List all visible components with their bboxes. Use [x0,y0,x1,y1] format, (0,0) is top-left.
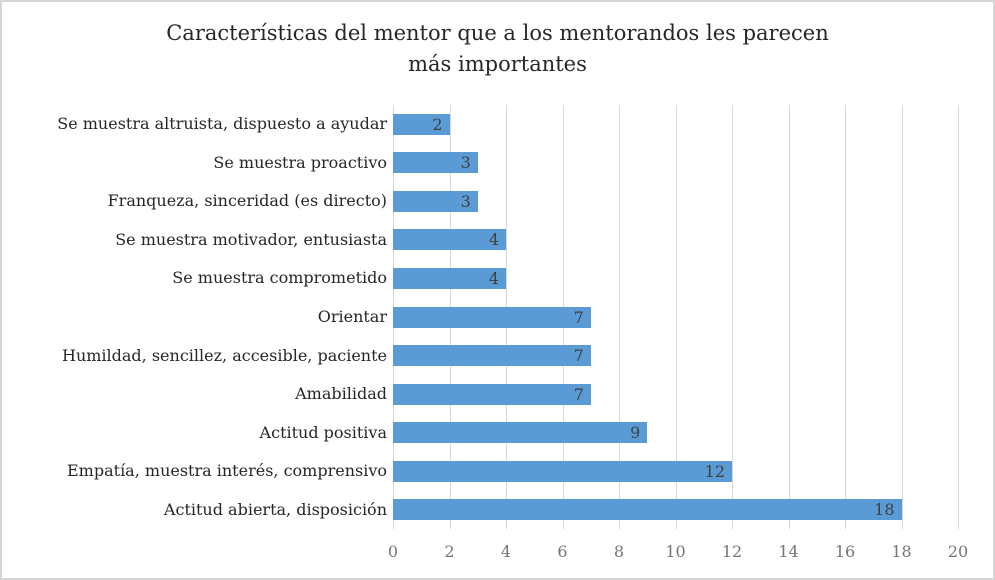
data-label: 3 [460,191,471,211]
category-label: Empatía, muestra interés, comprensivo [67,461,387,481]
data-label: 7 [573,346,584,366]
gridline [845,105,846,529]
category-label: Se muestra altruista, dispuesto a ayudar [57,114,387,134]
category-label: Se muestra proactivo [213,152,387,172]
x-tick-label: 14 [778,542,799,561]
bar: 7 [393,345,591,367]
gridline [675,105,677,529]
bar: 3 [393,152,478,174]
category-label: Franqueza, sinceridad (es directo) [107,191,387,211]
x-tick-label: 20 [947,542,969,561]
x-tick-label: 2 [444,542,455,561]
x-tick-label: 16 [834,542,856,561]
data-label: 12 [704,461,725,481]
bar: 7 [393,306,591,328]
bar: 12 [393,460,732,482]
chart-title: Características del mentor que a los men… [2,18,993,80]
category-label: Amabilidad [295,384,387,404]
x-tick-label: 12 [721,542,743,561]
bar: 9 [393,422,648,444]
data-label: 2 [432,114,443,134]
data-label: 7 [573,307,584,327]
bar: 2 [393,113,450,135]
x-tick-label: 0 [387,542,399,561]
x-tick-label: 4 [500,542,512,561]
bar: 4 [393,267,506,289]
gridline [788,105,790,529]
bar: 7 [393,383,591,405]
gridline [732,105,733,529]
x-tick-label: 8 [613,542,625,561]
data-label: 3 [460,153,471,173]
x-tick-label: 6 [557,542,568,561]
data-label: 4 [488,230,499,250]
bar: 4 [393,229,506,251]
category-label: Humildad, sencillez, accesible, paciente [61,345,387,365]
chart-title-line-1: Características del mentor que a los men… [166,21,829,45]
x-tick-label: 18 [891,542,912,561]
gridline [901,105,903,529]
bar: 18 [393,499,902,521]
category-label: Orientar [317,307,387,326]
category-label: Se muestra motivador, entusiasta [115,229,387,249]
data-label: 9 [630,423,641,443]
bar: 3 [393,190,478,212]
category-label: Actitud abierta, disposición [163,499,387,519]
category-label: Actitud positiva [259,422,387,442]
chart-title-line-2: más importantes [408,52,587,76]
gridline [619,105,620,529]
data-label: 18 [874,500,895,520]
data-label: 4 [488,268,499,288]
x-tick-label: 10 [665,542,686,561]
gridline [958,105,959,529]
category-label: Se muestra comprometido [172,268,387,288]
data-label: 7 [573,384,584,404]
